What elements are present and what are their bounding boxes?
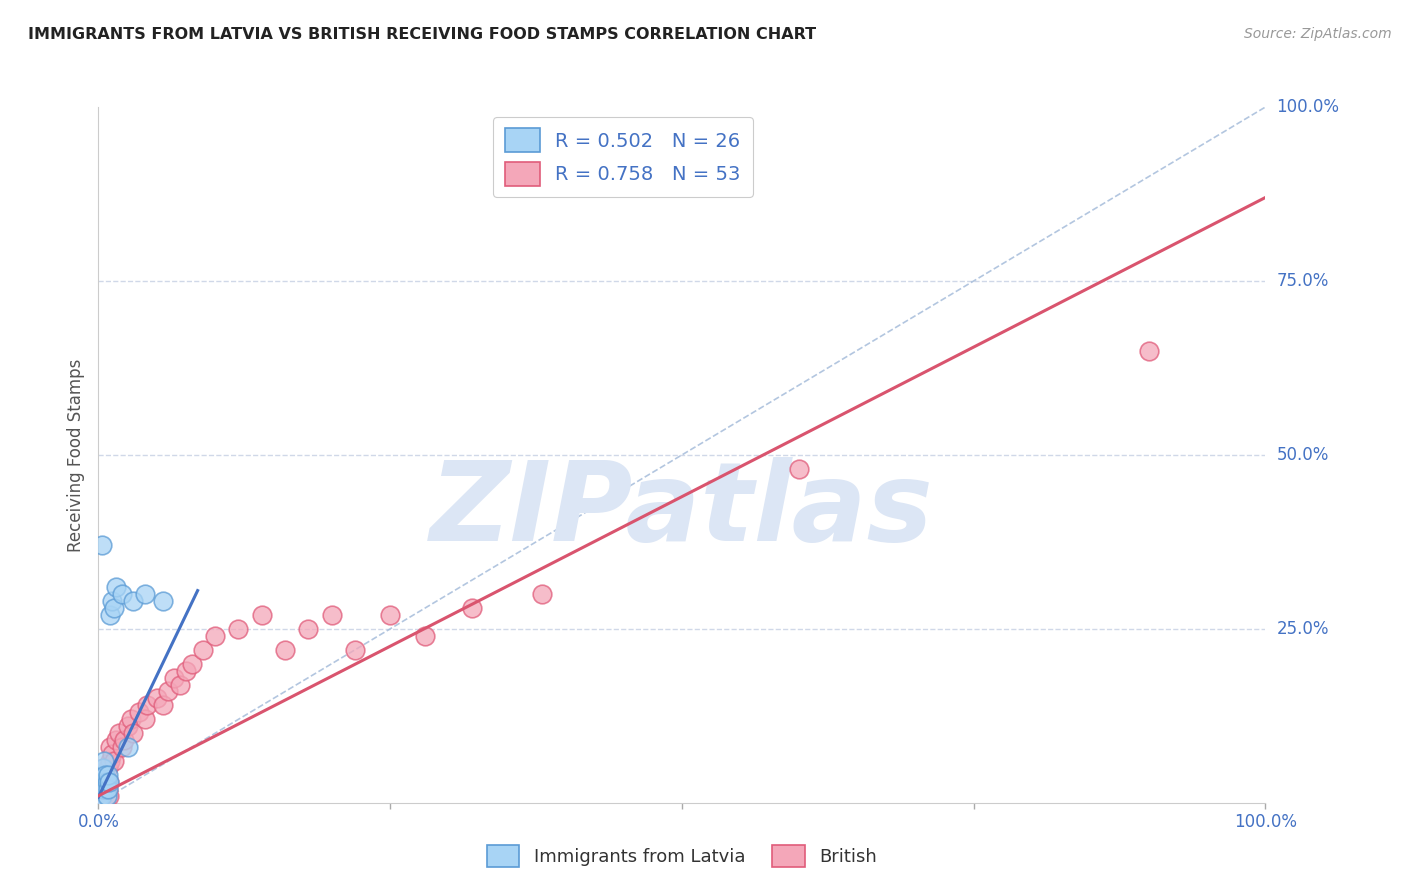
Point bbox=[103, 601, 125, 615]
Text: IMMIGRANTS FROM LATVIA VS BRITISH RECEIVING FOOD STAMPS CORRELATION CHART: IMMIGRANTS FROM LATVIA VS BRITISH RECEIV… bbox=[28, 27, 817, 42]
Point bbox=[90, 768, 112, 782]
Point bbox=[101, 594, 124, 608]
Point bbox=[96, 775, 118, 789]
Point bbox=[104, 733, 127, 747]
Point bbox=[128, 706, 150, 720]
Point bbox=[94, 768, 117, 782]
Text: 25.0%: 25.0% bbox=[1277, 620, 1329, 638]
Point bbox=[94, 768, 117, 782]
Point bbox=[112, 733, 135, 747]
Point bbox=[96, 789, 118, 803]
Point bbox=[169, 677, 191, 691]
Point bbox=[97, 781, 120, 796]
Point bbox=[461, 601, 484, 615]
Point bbox=[117, 719, 139, 733]
Point bbox=[90, 775, 112, 789]
Point bbox=[91, 761, 114, 775]
Point bbox=[94, 781, 117, 796]
Point bbox=[321, 607, 343, 622]
Point bbox=[97, 768, 120, 782]
Y-axis label: Receiving Food Stamps: Receiving Food Stamps bbox=[67, 359, 86, 551]
Point bbox=[90, 775, 112, 789]
Point bbox=[228, 622, 250, 636]
Point bbox=[91, 761, 114, 775]
Point bbox=[104, 580, 127, 594]
Point bbox=[101, 747, 124, 761]
Point bbox=[1137, 343, 1160, 358]
Text: 50.0%: 50.0% bbox=[1277, 446, 1329, 464]
Text: ZIPatlas: ZIPatlas bbox=[430, 457, 934, 564]
Text: 75.0%: 75.0% bbox=[1277, 272, 1329, 290]
Point bbox=[90, 781, 112, 796]
Point bbox=[96, 775, 118, 789]
Point bbox=[97, 761, 120, 775]
Point bbox=[90, 768, 112, 782]
Point bbox=[90, 789, 112, 803]
Point bbox=[378, 607, 402, 622]
Point bbox=[91, 781, 114, 796]
Text: 100.0%: 100.0% bbox=[1277, 98, 1340, 116]
Point bbox=[90, 781, 112, 796]
Point bbox=[111, 740, 134, 755]
Legend: Immigrants from Latvia, British: Immigrants from Latvia, British bbox=[479, 838, 884, 874]
Point bbox=[90, 538, 112, 552]
Point bbox=[93, 754, 115, 768]
Point bbox=[152, 698, 174, 713]
Point bbox=[174, 664, 197, 678]
Point bbox=[97, 775, 120, 789]
Point bbox=[163, 671, 186, 685]
Point bbox=[98, 607, 121, 622]
Point bbox=[413, 629, 436, 643]
Point bbox=[193, 642, 215, 657]
Point bbox=[146, 691, 169, 706]
Point bbox=[297, 622, 319, 636]
Point bbox=[97, 781, 120, 796]
Point bbox=[98, 754, 121, 768]
Point bbox=[180, 657, 202, 671]
Point bbox=[93, 775, 115, 789]
Text: Source: ZipAtlas.com: Source: ZipAtlas.com bbox=[1244, 27, 1392, 41]
Point bbox=[93, 789, 115, 803]
Point bbox=[89, 789, 111, 803]
Point bbox=[98, 740, 121, 755]
Point bbox=[93, 768, 115, 782]
Point bbox=[122, 726, 145, 740]
Point bbox=[117, 740, 139, 755]
Point bbox=[787, 462, 810, 476]
Point bbox=[134, 587, 156, 601]
Point bbox=[134, 712, 156, 726]
Point bbox=[96, 789, 118, 803]
Point bbox=[94, 781, 117, 796]
Point bbox=[108, 726, 131, 740]
Point bbox=[122, 594, 145, 608]
Point bbox=[250, 607, 273, 622]
Point bbox=[157, 684, 180, 698]
Point bbox=[103, 754, 125, 768]
Point bbox=[111, 587, 134, 601]
Point bbox=[120, 712, 142, 726]
Point bbox=[136, 698, 159, 713]
Point bbox=[344, 642, 367, 657]
Point bbox=[274, 642, 297, 657]
Point bbox=[530, 587, 553, 601]
Point bbox=[152, 594, 174, 608]
Point bbox=[97, 775, 120, 789]
Point bbox=[89, 789, 111, 803]
Point bbox=[91, 781, 114, 796]
Point bbox=[89, 775, 111, 789]
Point bbox=[97, 789, 120, 803]
Point bbox=[204, 629, 226, 643]
Point bbox=[90, 789, 112, 803]
